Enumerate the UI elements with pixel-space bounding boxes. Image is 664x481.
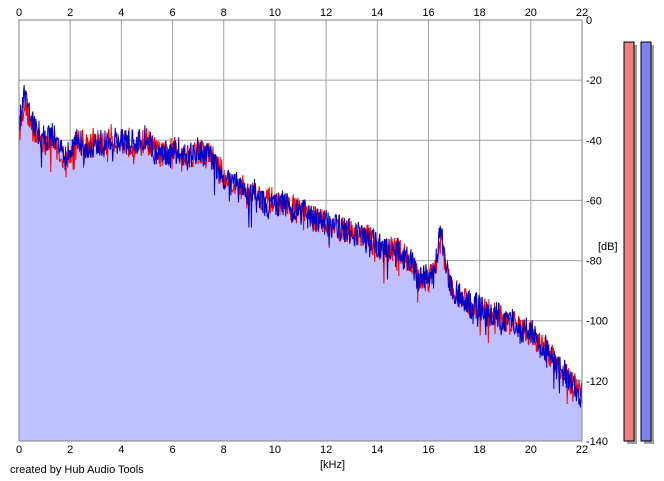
x-tick-label-bottom: 18 bbox=[474, 444, 486, 456]
spectrum-fill-area bbox=[19, 85, 582, 441]
x-tick-label-bottom: 4 bbox=[118, 444, 124, 456]
plot-frame bbox=[18, 19, 583, 442]
x-tick-label-top: 0 bbox=[16, 7, 22, 19]
series-layer bbox=[18, 85, 583, 408]
x-tick-label-top: 6 bbox=[169, 7, 175, 19]
y-tick-label: -120 bbox=[586, 376, 608, 388]
x-tick-label-top: 16 bbox=[422, 7, 434, 19]
x-tick-label-top: 14 bbox=[371, 7, 383, 19]
x-tick-label-bottom: 14 bbox=[371, 444, 383, 456]
x-tick-label-top: 18 bbox=[474, 7, 486, 19]
level-meter-r bbox=[640, 41, 652, 442]
x-tick-label-top: 22 bbox=[576, 7, 588, 19]
x-tick-label-bottom: 0 bbox=[16, 444, 22, 456]
y-tick-label: -140 bbox=[586, 436, 608, 448]
series-line-right bbox=[18, 85, 583, 408]
x-tick-labels-bottom: 0 2 4 6 8 10 12 14 16 18 20 22 bbox=[16, 444, 588, 456]
level-meter-l bbox=[623, 41, 635, 442]
x-tick-label-top: 10 bbox=[269, 7, 281, 19]
credit-text: created by Hub Audio Tools bbox=[10, 464, 144, 476]
y-tick-label: -100 bbox=[586, 316, 608, 328]
x-tick-label-bottom: 12 bbox=[320, 444, 332, 456]
x-tick-label-top: 2 bbox=[67, 7, 73, 19]
level-meters bbox=[623, 41, 654, 444]
x-tick-label-top: 8 bbox=[221, 7, 227, 19]
x-axis-label: [kHz] bbox=[320, 459, 345, 471]
y-tick-label: -40 bbox=[586, 135, 602, 147]
y-tick-label: 0 bbox=[586, 15, 592, 27]
x-tick-labels-top: 0 2 4 6 8 10 12 14 16 18 20 22 bbox=[16, 7, 588, 19]
y-tick-label: -80 bbox=[586, 256, 602, 268]
y-axis-label: [dB] bbox=[598, 241, 618, 253]
x-tick-label-bottom: 22 bbox=[576, 444, 588, 456]
x-tick-label-bottom: 2 bbox=[67, 444, 73, 456]
y-tick-label: -60 bbox=[586, 195, 602, 207]
x-tick-label-bottom: 6 bbox=[169, 444, 175, 456]
x-tick-label-bottom: 8 bbox=[221, 444, 227, 456]
x-tick-label-top: 20 bbox=[525, 7, 537, 19]
y-tick-labels: 0 -20 -40 -60 -80 -100 -120 -140 bbox=[586, 15, 608, 448]
x-tick-label-bottom: 10 bbox=[269, 444, 281, 456]
x-tick-label-top: 12 bbox=[320, 7, 332, 19]
x-tick-label-bottom: 16 bbox=[422, 444, 434, 456]
x-tick-label-top: 4 bbox=[118, 7, 124, 19]
y-tick-label: -20 bbox=[586, 75, 602, 87]
x-tick-label-bottom: 20 bbox=[525, 444, 537, 456]
